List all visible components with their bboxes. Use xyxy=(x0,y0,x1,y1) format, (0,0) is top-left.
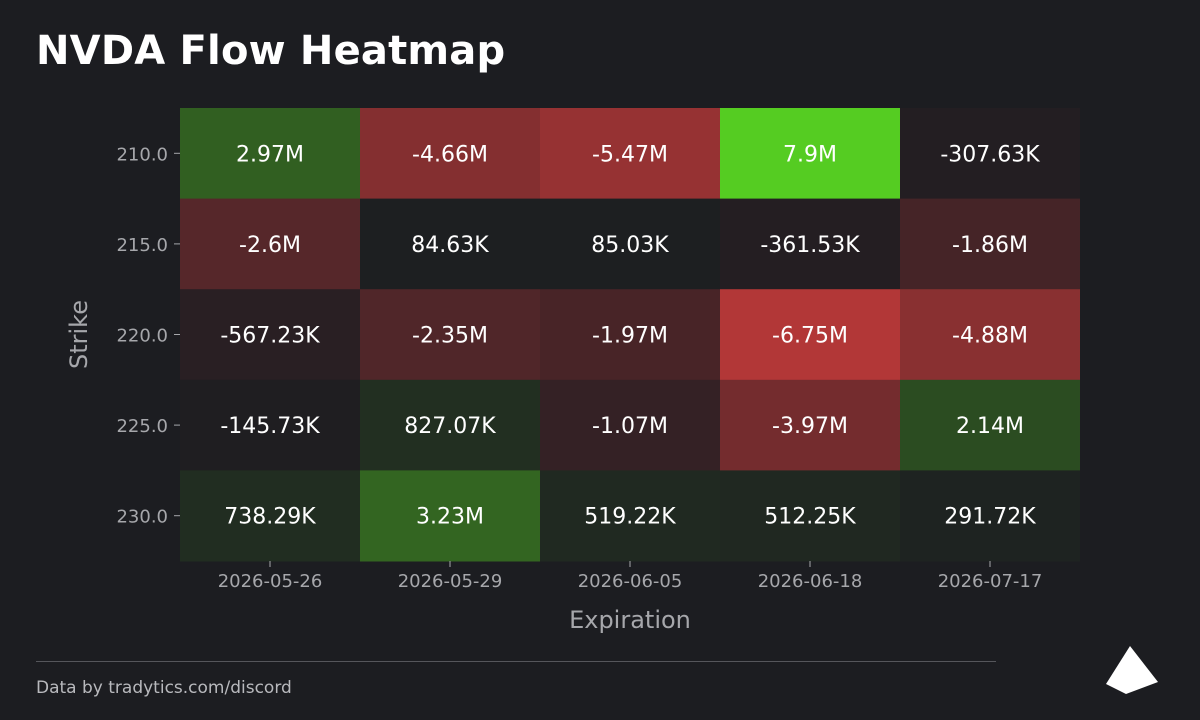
y-tick-label: 225.0 xyxy=(116,416,168,437)
heatmap-cell xyxy=(360,379,540,471)
heatmap-cell xyxy=(360,198,540,290)
cell-label: -5.47M xyxy=(592,142,668,167)
cell-label: -2.6M xyxy=(239,233,301,258)
heatmap-cell xyxy=(720,470,900,562)
cell-label: 512.25K xyxy=(764,505,856,530)
cell-label: -1.07M xyxy=(592,414,668,439)
heatmap-cell xyxy=(540,379,720,471)
heatmap-cell xyxy=(720,198,900,290)
cell-label: 738.29K xyxy=(224,505,316,530)
tradytics-logo-icon xyxy=(1106,646,1158,694)
heatmap-cell xyxy=(540,289,720,381)
heatmap-cell xyxy=(360,289,540,381)
x-tick-label: 2026-06-18 xyxy=(758,571,863,592)
heatmap-cell xyxy=(180,108,360,200)
cell-label: 2.97M xyxy=(236,142,304,167)
heatmap-cell xyxy=(720,379,900,471)
cell-label: 84.63K xyxy=(411,233,489,258)
cell-label: 7.9M xyxy=(783,142,837,167)
cell-label: 2.14M xyxy=(956,414,1024,439)
heatmap-cell xyxy=(900,470,1080,562)
heatmap-cell xyxy=(720,289,900,381)
cell-label: 85.03K xyxy=(591,233,669,258)
cell-label: -361.53K xyxy=(760,233,860,258)
y-tick-label: 220.0 xyxy=(116,326,168,347)
heatmap-cell xyxy=(900,108,1080,200)
y-tick-label: 215.0 xyxy=(116,235,168,256)
heatmap-cell xyxy=(540,108,720,200)
cell-label: -2.35M xyxy=(412,324,488,349)
x-tick-label: 2026-05-29 xyxy=(398,571,503,592)
y-tick-label: 230.0 xyxy=(116,507,168,528)
heatmap-cell xyxy=(180,289,360,381)
heatmap-cell xyxy=(180,470,360,562)
footer-credit: Data by tradytics.com/discord xyxy=(36,678,292,698)
cell-label: 827.07K xyxy=(404,414,496,439)
x-tick-label: 2026-05-26 xyxy=(218,571,323,592)
footer-divider xyxy=(36,661,996,662)
cell-label: 291.72K xyxy=(944,505,1036,530)
heatmap-cell xyxy=(360,470,540,562)
cell-label: -6.75M xyxy=(772,324,848,349)
cell-label: -4.88M xyxy=(952,324,1028,349)
x-tick-label: 2026-06-05 xyxy=(578,571,683,592)
heatmap-cell xyxy=(180,379,360,471)
cell-label: -3.97M xyxy=(772,414,848,439)
cell-label: -307.63K xyxy=(940,142,1040,167)
heatmap-cell xyxy=(720,108,900,200)
cell-label: 3.23M xyxy=(416,505,484,530)
heatmap-cell xyxy=(900,289,1080,381)
cell-label: -1.86M xyxy=(952,233,1028,258)
x-axis-label: Expiration xyxy=(569,606,691,634)
cell-label: -1.97M xyxy=(592,324,668,349)
cell-label: -4.66M xyxy=(412,142,488,167)
y-axis-label: Strike xyxy=(65,300,93,369)
heatmap-cell xyxy=(540,198,720,290)
heatmap-cell xyxy=(900,198,1080,290)
heatmap-cell xyxy=(900,379,1080,471)
cell-label: -145.73K xyxy=(220,414,320,439)
heatmap-cell xyxy=(540,470,720,562)
cell-label: -567.23K xyxy=(220,324,320,349)
heatmap-cell xyxy=(360,108,540,200)
y-tick-label: 210.0 xyxy=(116,144,168,165)
cell-label: 519.22K xyxy=(584,505,676,530)
x-tick-label: 2026-07-17 xyxy=(938,571,1043,592)
page-title: NVDA Flow Heatmap xyxy=(36,28,506,74)
heatmap-cell xyxy=(180,198,360,290)
